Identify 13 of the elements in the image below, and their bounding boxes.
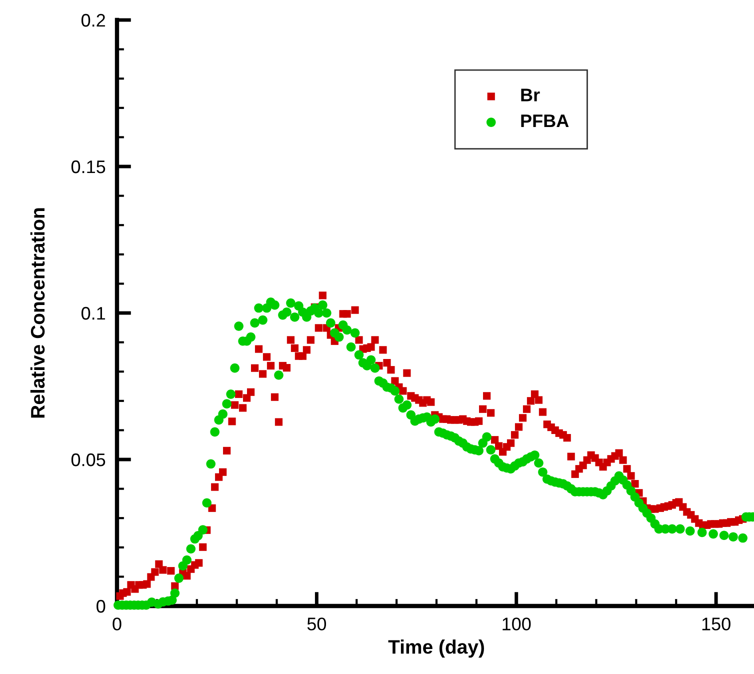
legend-label: PFBA [521,114,569,128]
y-tick-label: 0 [96,600,106,613]
x-axis-title: Time (day) [388,640,484,658]
y-tick-label: 0.2 [81,14,105,27]
y-axis-title: Relative Concentration [30,208,45,418]
x-tick-label: 0 [112,618,122,630]
x-tick-label: 100 [502,618,531,630]
y-tick-label: 0.15 [71,160,106,174]
x-tick-label: 50 [307,618,326,630]
y-tick-label: 0.1 [81,306,106,320]
legend-label: Br [521,88,540,102]
x-tick-label: 150 [702,618,730,630]
y-tick-label: 0.05 [71,453,106,466]
